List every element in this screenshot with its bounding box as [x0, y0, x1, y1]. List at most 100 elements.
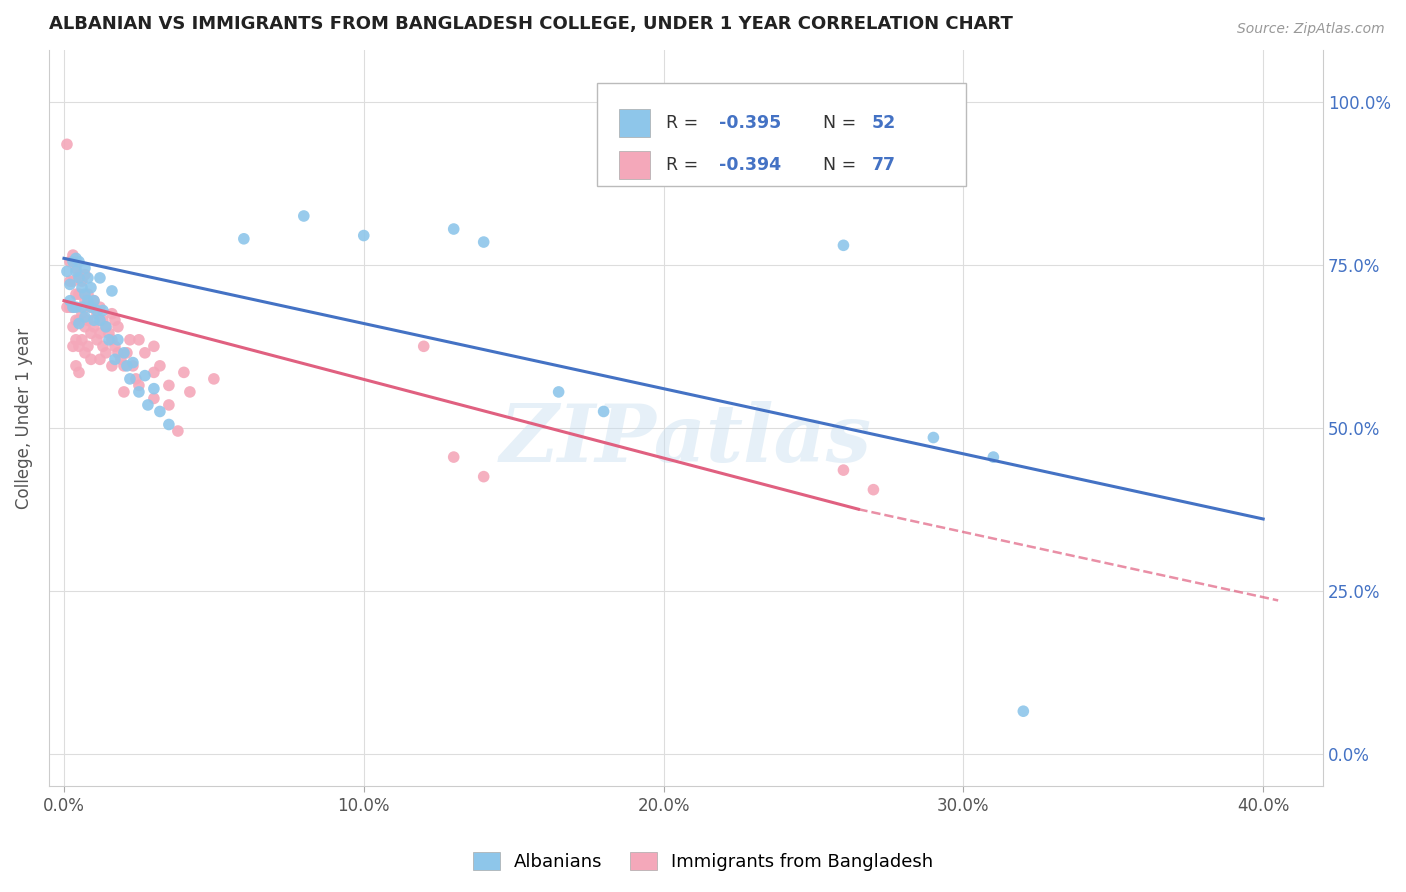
Y-axis label: College, Under 1 year: College, Under 1 year [15, 327, 32, 508]
Point [73, 310, 96, 324]
Text: ALBANIAN VS IMMIGRANTS FROM BANGLADESH COLLEGE, UNDER 1 YEAR CORRELATION CHART: ALBANIAN VS IMMIGRANTS FROM BANGLADESH C… [49, 15, 1012, 33]
Point [62, 274, 84, 288]
Point [983, 450, 1005, 464]
Point [167, 424, 190, 438]
Point [65, 333, 87, 347]
Text: ZIPatlas: ZIPatlas [501, 401, 872, 479]
Point [67, 313, 90, 327]
Point [142, 339, 165, 353]
Point [832, 463, 855, 477]
Point [232, 232, 254, 246]
Point [62, 300, 84, 314]
Point [142, 392, 165, 406]
Point [59, 300, 82, 314]
Point [83, 313, 105, 327]
Point [73, 346, 96, 360]
Bar [619, 109, 651, 137]
Point [202, 372, 225, 386]
Text: R =: R = [665, 156, 703, 174]
Point [83, 293, 105, 308]
Point [136, 398, 159, 412]
Point [157, 398, 180, 412]
Point [77, 271, 100, 285]
Point [128, 333, 150, 347]
Point [922, 431, 945, 445]
Point [59, 293, 82, 308]
Point [56, 300, 79, 314]
Point [62, 339, 84, 353]
Point [56, 137, 79, 152]
Point [80, 300, 103, 314]
Point [80, 280, 103, 294]
Text: 77: 77 [872, 156, 896, 174]
Point [592, 404, 614, 418]
Point [115, 359, 138, 373]
Point [62, 254, 84, 268]
Text: N =: N = [813, 114, 862, 132]
Point [77, 339, 100, 353]
Point [91, 313, 114, 327]
Point [56, 264, 79, 278]
Point [118, 333, 141, 347]
Text: Source: ZipAtlas.com: Source: ZipAtlas.com [1237, 22, 1385, 37]
Point [91, 303, 114, 318]
Point [59, 277, 82, 292]
Text: -0.394: -0.394 [720, 156, 782, 174]
Point [67, 317, 90, 331]
Point [179, 384, 201, 399]
Point [59, 254, 82, 268]
Point [86, 303, 108, 318]
Point [292, 209, 315, 223]
Point [107, 346, 129, 360]
Bar [619, 151, 651, 179]
Point [80, 352, 103, 367]
Point [110, 352, 132, 367]
Point [89, 271, 111, 285]
Point [83, 293, 105, 308]
Point [104, 313, 127, 327]
Point [443, 222, 465, 236]
Point [101, 284, 124, 298]
Point [77, 313, 100, 327]
Text: N =: N = [813, 156, 862, 174]
Point [89, 313, 111, 327]
Point [125, 372, 148, 386]
Legend: Albanians, Immigrants from Bangladesh: Albanians, Immigrants from Bangladesh [465, 846, 941, 879]
Point [97, 333, 120, 347]
Point [73, 268, 96, 282]
Point [104, 352, 127, 367]
Point [412, 339, 434, 353]
Point [157, 417, 180, 432]
Point [142, 382, 165, 396]
Point [107, 333, 129, 347]
Point [80, 326, 103, 341]
Point [73, 261, 96, 276]
Text: -0.395: -0.395 [720, 114, 782, 132]
Point [862, 483, 884, 497]
Point [134, 346, 156, 360]
Point [149, 404, 172, 418]
Point [1012, 704, 1035, 718]
Point [65, 287, 87, 301]
Point [832, 238, 855, 252]
Point [107, 319, 129, 334]
Point [65, 252, 87, 266]
Point [73, 319, 96, 334]
Point [443, 450, 465, 464]
Point [157, 378, 180, 392]
Point [112, 384, 135, 399]
Point [118, 372, 141, 386]
Point [59, 274, 82, 288]
Point [73, 293, 96, 308]
Point [94, 346, 117, 360]
Point [101, 307, 124, 321]
Text: 52: 52 [872, 114, 897, 132]
Point [89, 300, 111, 314]
FancyBboxPatch shape [598, 83, 966, 186]
Point [65, 261, 87, 276]
Point [86, 307, 108, 321]
Point [67, 365, 90, 379]
Point [149, 359, 172, 373]
Point [70, 307, 93, 321]
Point [94, 319, 117, 334]
